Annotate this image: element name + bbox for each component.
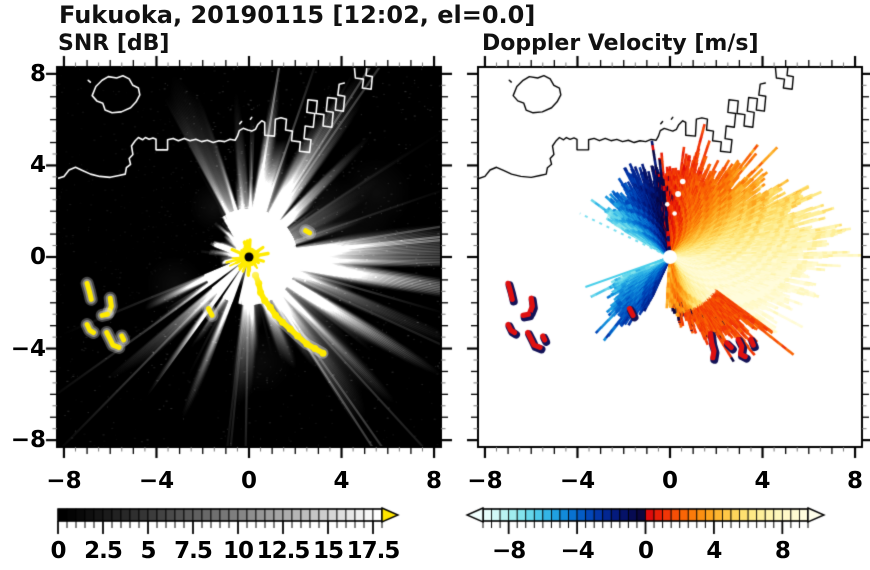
- colorbar-label-vel: 8: [774, 538, 791, 564]
- colorbar-label-vel: 0: [637, 538, 654, 564]
- colorbar-label-vel: −8: [492, 538, 526, 564]
- y-axis-tick-label: −4: [10, 335, 46, 362]
- x-axis-tick-label-vel: −4: [559, 468, 596, 494]
- y-axis-tick-label: 4: [29, 152, 46, 179]
- y-axis-tick-label: 0: [29, 244, 46, 270]
- x-axis-tick-label-vel: −8: [467, 468, 503, 494]
- colorbar-label-vel: 4: [706, 538, 722, 564]
- x-axis-tick-label-snr: 8: [426, 468, 443, 494]
- x-axis-tick-label-vel: 8: [847, 468, 864, 494]
- colorbar-label-snr: 12.5: [256, 538, 311, 564]
- figure-title: Fukuoka, 20190115 [12:02, el=0.0]: [59, 1, 536, 29]
- x-axis-tick-label-snr: 0: [240, 468, 258, 494]
- x-axis-tick-label-vel: 0: [661, 468, 679, 494]
- colorbar-label-snr: 0: [50, 538, 66, 564]
- colorbar-label-snr: 7.5: [174, 538, 213, 564]
- colorbar-label-vel: −4: [560, 538, 594, 564]
- x-axis-tick-label-vel: 4: [754, 468, 771, 494]
- y-axis-tick-label: 8: [29, 60, 46, 87]
- x-axis-tick-label-snr: −8: [46, 468, 82, 494]
- colorbar-label-snr: 15: [312, 538, 344, 564]
- snr-panel-title: SNR [dB]: [58, 31, 170, 56]
- y-axis-tick-label: −8: [10, 427, 46, 454]
- x-axis-tick-label-snr: −4: [138, 468, 175, 494]
- x-axis-tick-label-snr: 4: [333, 468, 350, 494]
- colorbar-label-snr: 10: [222, 538, 254, 564]
- vel-panel-title: Doppler Velocity [m/s]: [482, 31, 759, 56]
- colorbar-label-snr: 17.5: [346, 538, 401, 564]
- colorbar-label-snr: 5: [140, 538, 156, 564]
- colorbar-label-snr: 2.5: [84, 538, 123, 564]
